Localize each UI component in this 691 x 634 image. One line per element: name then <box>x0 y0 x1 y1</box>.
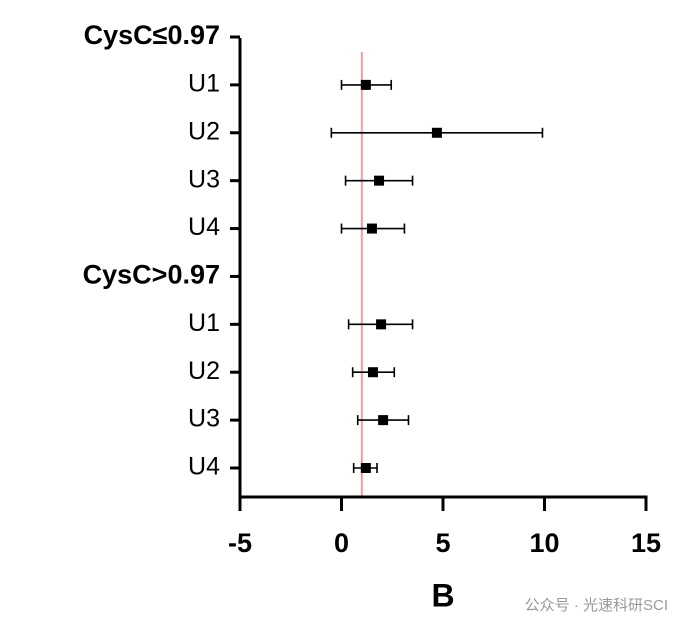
y-tick-label: U3 <box>188 165 220 193</box>
group-label: CysC≤0.97 <box>84 20 220 50</box>
point-estimate <box>366 223 377 234</box>
point-estimate <box>431 127 442 138</box>
y-tick-label: U1 <box>188 309 220 337</box>
point-estimate <box>374 175 385 186</box>
y-tick-label: U4 <box>188 213 220 241</box>
y-tick-label: U2 <box>188 357 220 385</box>
point-estimate <box>367 367 378 378</box>
point-estimate <box>378 415 389 426</box>
x-tick-label: -5 <box>228 528 252 558</box>
watermark: 公众号 · 光速科研SCI <box>525 597 668 614</box>
y-tick-label: U4 <box>188 453 220 481</box>
group-label: CysC>0.97 <box>83 260 220 290</box>
y-tick-label: U1 <box>188 69 220 97</box>
x-axis-label: B <box>431 577 454 613</box>
x-tick-label: 5 <box>435 528 450 558</box>
y-tick-label: U2 <box>188 117 220 145</box>
point-estimate <box>360 79 371 90</box>
x-tick-label: 0 <box>334 528 349 558</box>
y-tick-label: U3 <box>188 405 220 433</box>
x-tick-label: 15 <box>631 528 661 558</box>
point-estimate <box>376 319 387 330</box>
point-estimate <box>360 463 371 473</box>
x-tick-label: 10 <box>529 528 559 558</box>
